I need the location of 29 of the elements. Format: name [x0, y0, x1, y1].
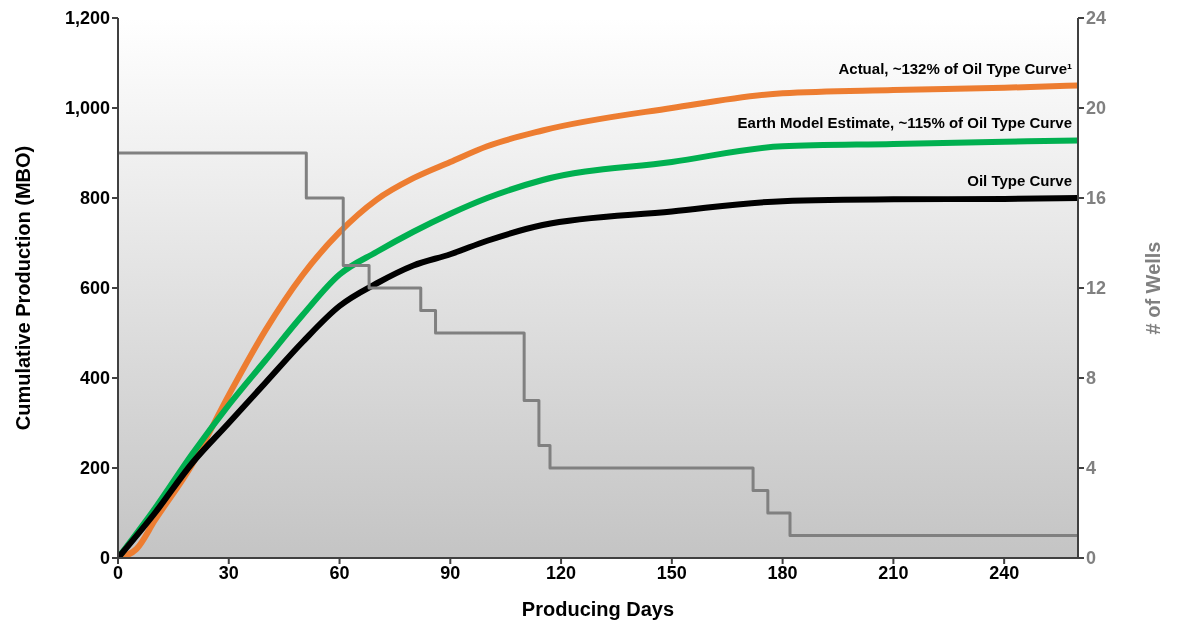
x-tick-label: 60 — [329, 562, 350, 583]
x-tick-label: 210 — [878, 562, 909, 583]
y-tick-label: 1,200 — [64, 8, 110, 29]
series-label: Earth Model Estimate, ~115% of Oil Type Curve — [737, 114, 1072, 132]
y2-tick-label: 20 — [1086, 98, 1107, 119]
x-tick-label: 90 — [440, 562, 461, 583]
y-tick-label: 0 — [99, 548, 110, 569]
y2-tick-label: 8 — [1086, 368, 1097, 389]
y2-tick-label: 4 — [1086, 458, 1097, 479]
y2-tick-label: 0 — [1086, 548, 1097, 569]
y-tick-label: 400 — [79, 368, 110, 389]
x-tick-label: 180 — [767, 562, 798, 583]
y-axis-title: Cumulative Production (MBO) — [12, 145, 35, 431]
x-tick-label: 240 — [989, 562, 1020, 583]
x-tick-label: 0 — [112, 562, 124, 583]
x-axis-title: Producing Days — [521, 598, 675, 620]
y2-tick-label: 16 — [1086, 188, 1107, 209]
y2-tick-label: 24 — [1086, 8, 1107, 29]
y-tick-label: 800 — [79, 188, 110, 209]
series-label: Oil Type Curve — [967, 172, 1072, 189]
x-tick-label: 30 — [218, 562, 239, 583]
y-tick-label: 1,000 — [64, 98, 110, 119]
x-tick-label: 150 — [656, 562, 687, 583]
y2-tick-label: 12 — [1086, 278, 1107, 299]
series-label: Actual, ~132% of Oil Type Curve¹ — [838, 59, 1072, 77]
x-tick-label: 120 — [546, 562, 577, 583]
y-tick-label: 200 — [79, 458, 110, 479]
y-tick-label: 600 — [79, 278, 110, 299]
y2-axis-title: # of Wells — [1142, 241, 1165, 335]
